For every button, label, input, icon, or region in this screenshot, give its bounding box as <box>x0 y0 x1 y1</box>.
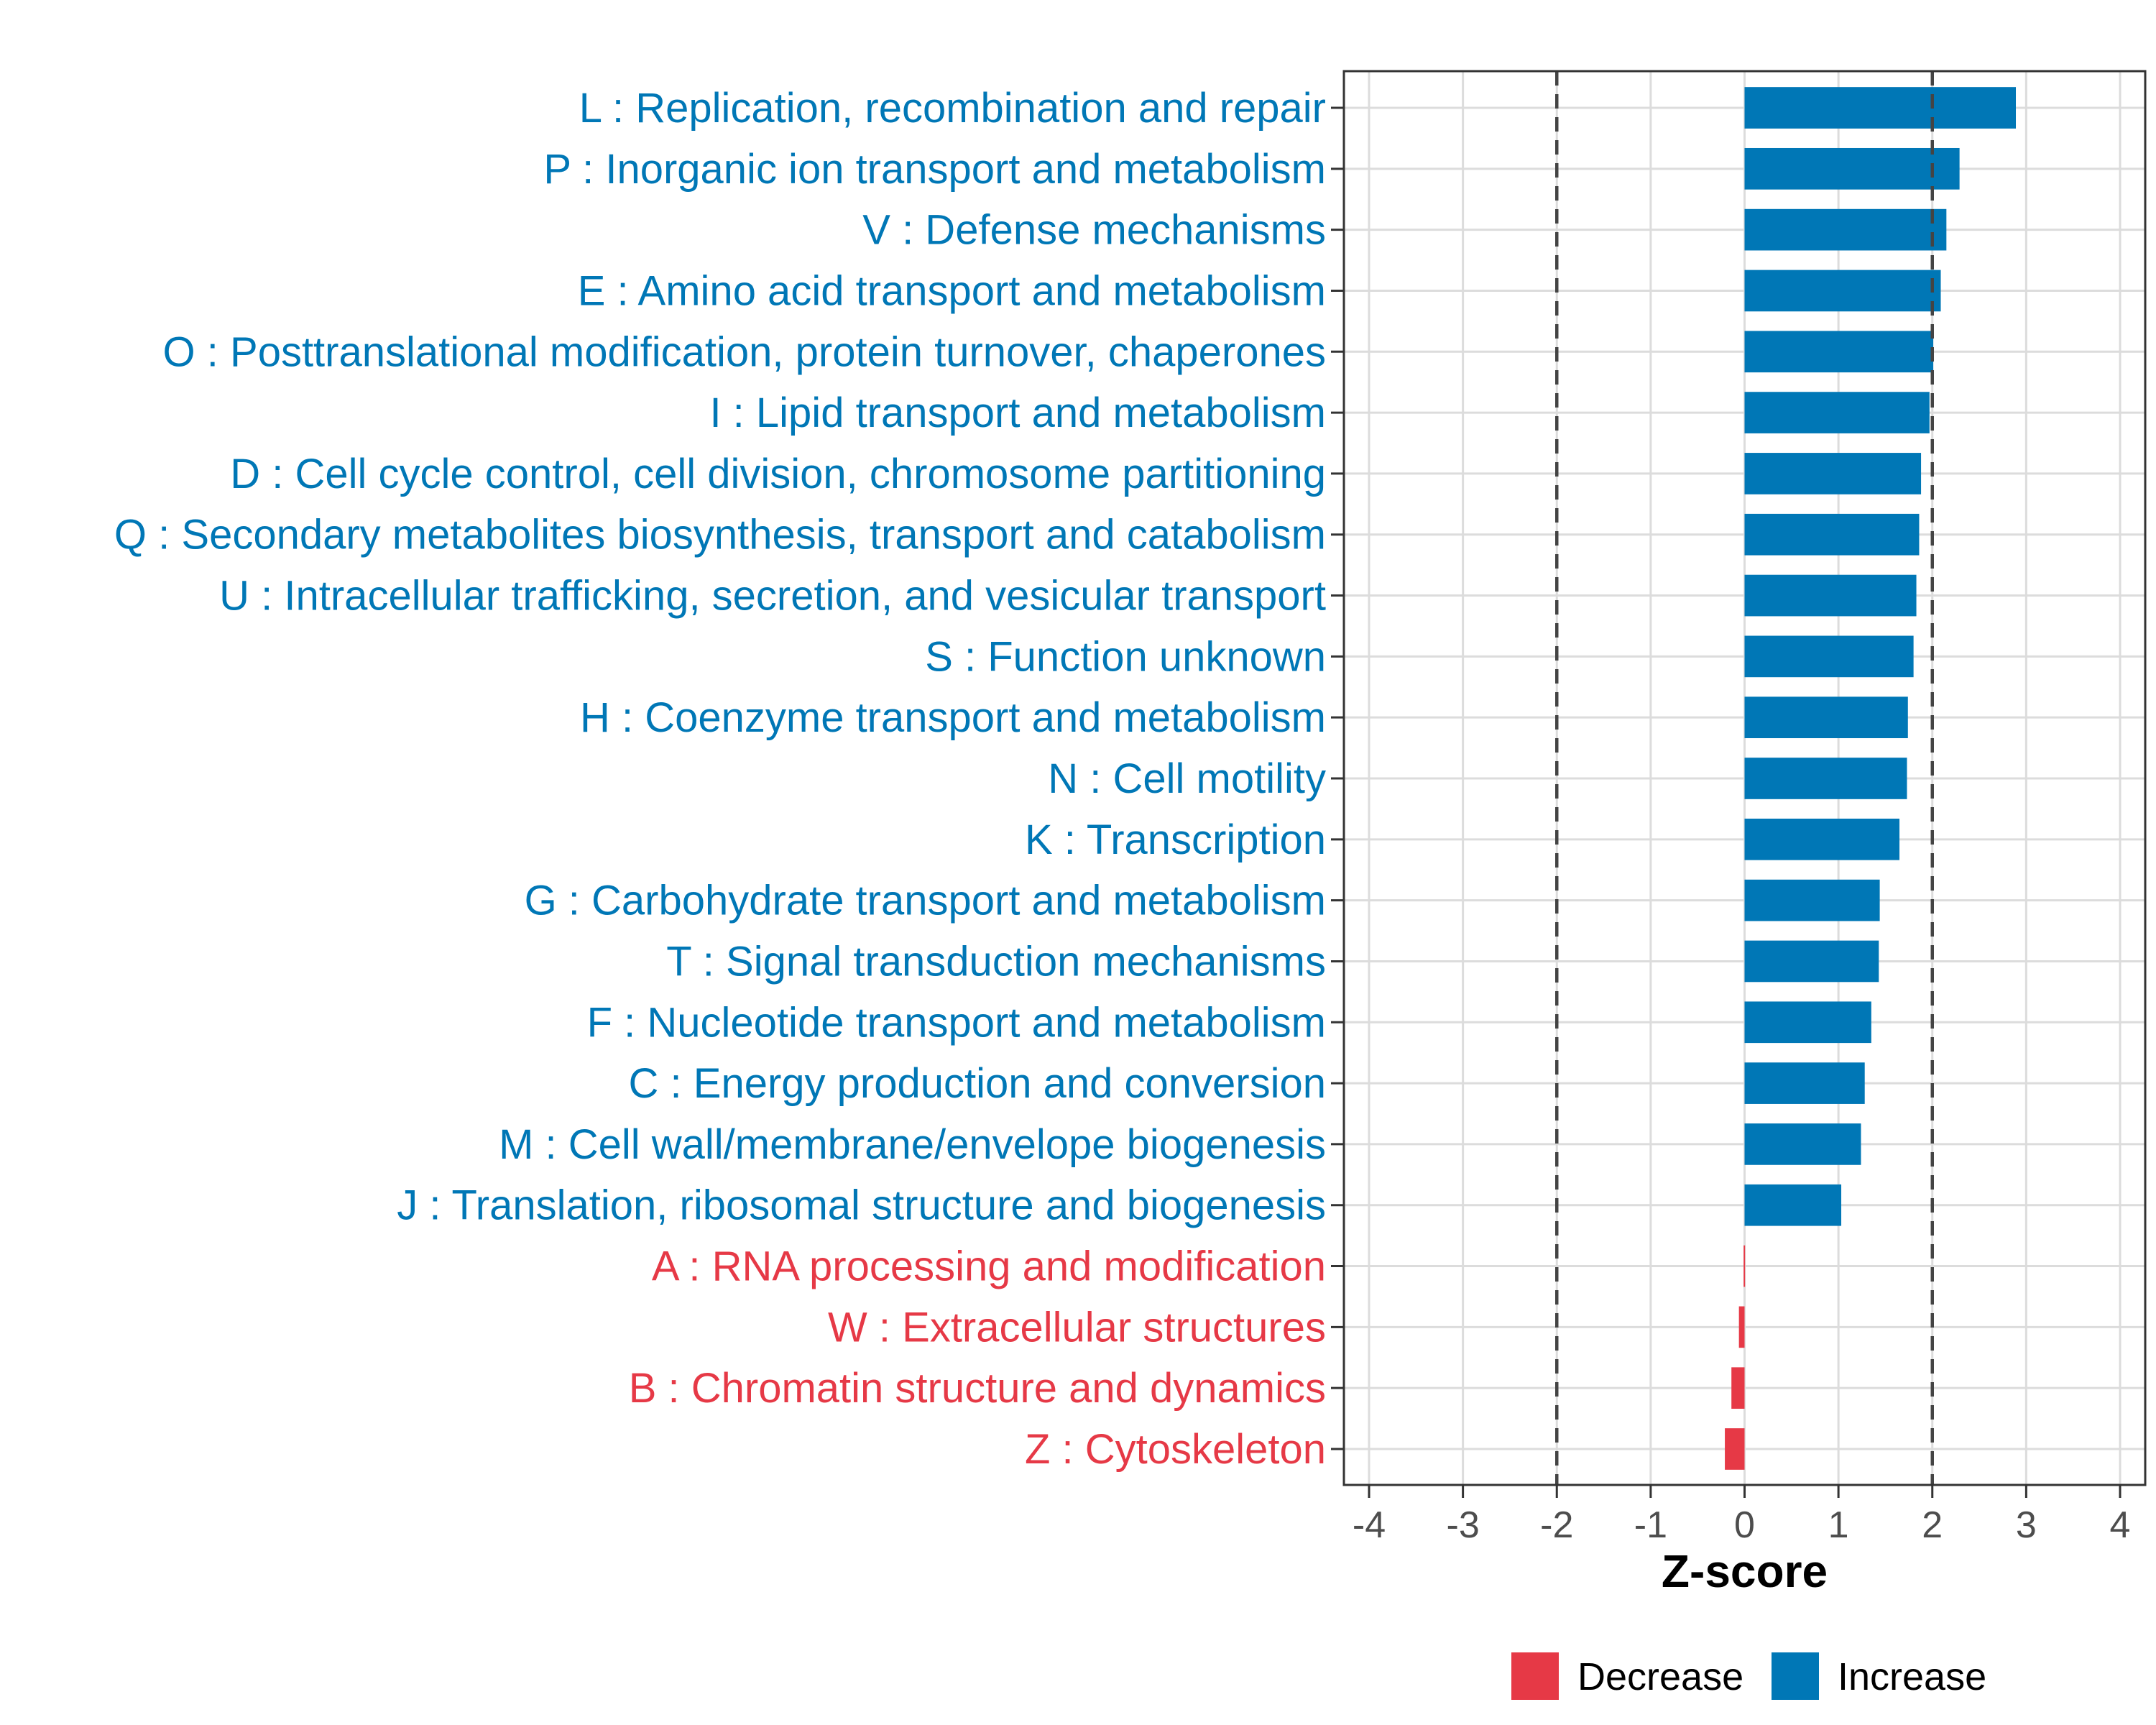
x-tick-label: 4 <box>2110 1504 2131 1546</box>
legend-swatch-increase <box>1772 1652 1819 1700</box>
bar <box>1744 513 1920 556</box>
x-tick-label: -4 <box>1353 1504 1386 1546</box>
category-label: O : Posttranslational modification, prot… <box>163 328 1326 375</box>
category-label: E : Amino acid transport and metabolism <box>578 267 1326 314</box>
x-tick-label: -3 <box>1447 1504 1480 1546</box>
category-label: I : Lipid transport and metabolism <box>709 390 1326 436</box>
x-tick-label: 0 <box>1734 1504 1755 1546</box>
bar <box>1744 331 1934 373</box>
category-label: S : Function unknown <box>925 633 1326 680</box>
category-label: M : Cell wall/membrane/envelope biogenes… <box>499 1121 1326 1168</box>
category-label: N : Cell motility <box>1048 755 1326 802</box>
category-label: K : Transcription <box>1025 816 1326 863</box>
bar <box>1744 758 1907 799</box>
bar <box>1744 392 1930 433</box>
bar <box>1744 696 1908 739</box>
category-label: B : Chromatin structure and dynamics <box>629 1365 1326 1412</box>
bar <box>1744 879 1880 921</box>
x-tick-label: 3 <box>2016 1504 2037 1546</box>
category-label: D : Cell cycle control, cell division, c… <box>230 451 1326 497</box>
legend-label-increase: Increase <box>1838 1655 1986 1698</box>
bar <box>1744 635 1914 678</box>
category-label: W : Extracellular structures <box>828 1304 1326 1351</box>
bar <box>1738 1306 1745 1348</box>
category-label: V : Defense mechanisms <box>862 207 1326 254</box>
category-label: F : Nucleotide transport and metabolism <box>587 999 1326 1046</box>
category-label: P : Inorganic ion transport and metaboli… <box>543 146 1326 193</box>
bar <box>1744 574 1917 617</box>
category-label: U : Intracellular trafficking, secretion… <box>219 573 1326 620</box>
bar <box>1744 208 1947 251</box>
x-tick-label: -2 <box>1540 1504 1573 1546</box>
x-axis-title: Z-score <box>1662 1545 1828 1597</box>
category-label: Q : Secondary metabolites biosynthesis, … <box>114 512 1326 558</box>
bar <box>1744 1123 1861 1165</box>
bar <box>1744 1184 1842 1226</box>
bar <box>1731 1367 1745 1409</box>
category-label: A : RNA processing and modification <box>652 1243 1326 1290</box>
x-tick-label: 1 <box>1828 1504 1849 1546</box>
bar <box>1744 818 1900 860</box>
bar <box>1744 1001 1871 1044</box>
bar <box>1744 147 1960 190</box>
bar <box>1744 87 2017 129</box>
bar <box>1743 1245 1746 1287</box>
x-tick-label: -1 <box>1634 1504 1667 1546</box>
category-label: J : Translation, ribosomal structure and… <box>397 1182 1326 1229</box>
bar <box>1725 1428 1745 1470</box>
category-label: L : Replication, recombination and repai… <box>579 85 1326 132</box>
bar <box>1744 453 1922 494</box>
bar <box>1744 270 1941 312</box>
bar <box>1744 940 1879 983</box>
category-label: C : Energy production and conversion <box>629 1060 1326 1107</box>
x-tick-label: 2 <box>1922 1504 1943 1546</box>
category-label: H : Coenzyme transport and metabolism <box>580 694 1326 741</box>
legend-label-decrease: Decrease <box>1577 1655 1743 1698</box>
legend-swatch-decrease <box>1511 1652 1559 1700</box>
category-label: Z : Cytoskeleton <box>1025 1426 1326 1473</box>
category-label: G : Carbohydrate transport and metabolis… <box>525 878 1326 924</box>
bar <box>1744 1062 1865 1104</box>
category-label: T : Signal transduction mechanisms <box>666 938 1326 985</box>
